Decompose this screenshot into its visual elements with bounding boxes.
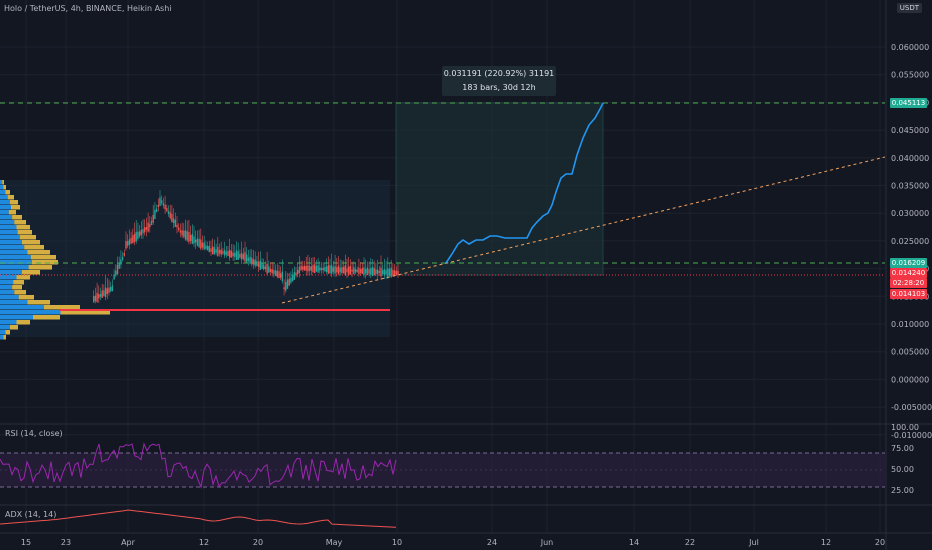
measure-change: 0.031191 (220.92%) 31191 — [443, 69, 555, 78]
adx-title[interactable]: ADX (14, 14) — [5, 510, 57, 519]
time-label: 12 — [199, 538, 209, 547]
price-tick-label: 0.040000 — [891, 154, 929, 163]
candles — [93, 190, 399, 304]
time-label: 23 — [61, 538, 71, 547]
time-label: 12 — [821, 538, 831, 547]
time-label: Jun — [540, 538, 554, 547]
price-tick-label: 0.030000 — [891, 209, 929, 218]
rsi-tick-label: 25.00 — [891, 486, 914, 495]
projection-path[interactable] — [445, 102, 604, 264]
measure-tooltip: 0.031191 (220.92%) 31191 183 bars, 30d 1… — [442, 66, 556, 96]
time-label: 10 — [392, 538, 402, 547]
trend-line[interactable] — [281, 156, 886, 304]
price-tag-target: 0.045113 — [890, 98, 927, 108]
time-label: 14 — [629, 538, 639, 547]
price-tag-mid: 0.016209 — [890, 258, 927, 268]
price-tag-current: 0.014240 — [890, 268, 927, 278]
time-label: Jul — [748, 538, 759, 547]
measure-bars: 183 bars, 30d 12h — [462, 83, 536, 92]
currency-label[interactable]: USDT — [896, 3, 922, 13]
rsi-title[interactable]: RSI (14, close) — [5, 429, 63, 438]
price-tick-label: 0.000000 — [891, 375, 929, 384]
time-label: 24 — [487, 538, 497, 547]
volume-profile — [0, 180, 110, 340]
rsi-line — [0, 442, 397, 489]
adx-line — [0, 509, 397, 528]
rsi-tick-label: 75.00 — [891, 444, 914, 453]
time-label: 22 — [685, 538, 695, 547]
symbol-title[interactable]: Holo / TetherUS, 4h, BINANCE, Heikin Ash… — [4, 4, 172, 13]
price-tick-label: 0.060000 — [891, 43, 929, 52]
rsi-band — [0, 453, 885, 487]
price-tick-label: -0.010000 — [891, 431, 932, 440]
time-label: 20 — [875, 538, 885, 547]
time-label: 20 — [253, 538, 263, 547]
price-tick-label: -0.005000 — [891, 403, 932, 412]
price-tick-label: 0.055000 — [891, 71, 929, 80]
rsi-tick-label: 50.00 — [891, 465, 914, 474]
measure-rect — [395, 102, 604, 276]
price-tick-label: 0.045000 — [891, 126, 929, 135]
price-tick-label: 0.005000 — [891, 348, 929, 357]
time-label: Apr — [121, 538, 136, 547]
price-tick-label: 0.025000 — [891, 237, 929, 246]
price-tag-low: 0.014103 — [890, 289, 927, 299]
price-tick-label: 0.010000 — [891, 320, 929, 329]
price-tag-countdown: 02:28:20 — [890, 278, 927, 288]
time-label: 15 — [21, 538, 31, 547]
rsi-tick-label: 100.00 — [891, 423, 919, 432]
price-tick-label: 0.035000 — [891, 182, 929, 191]
time-label: May — [326, 538, 343, 547]
